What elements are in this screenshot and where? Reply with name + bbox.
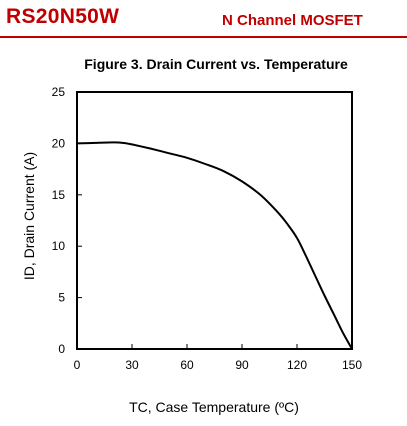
chart-title: Figure 3. Drain Current vs. Temperature (84, 56, 348, 72)
header-divider (0, 36, 407, 38)
drain-current-curve (76, 141, 353, 350)
tick-group (76, 91, 353, 350)
x-axis-title: TC, Case Temperature (ºC) (129, 399, 299, 415)
x-tick-label: 150 (342, 358, 362, 372)
y-axis-title: ID, Drain Current (A) (21, 152, 37, 280)
x-tick-label: 30 (125, 358, 139, 372)
x-tick-label: 60 (180, 358, 194, 372)
y-tick-label: 5 (58, 291, 65, 305)
x-tick-label: 120 (287, 358, 307, 372)
x-tick-label: 0 (74, 358, 81, 372)
y-tick-label: 25 (52, 85, 66, 99)
device-type: N Channel MOSFET (222, 12, 363, 29)
y-tick-label: 10 (52, 239, 66, 253)
y-tick-label: 0 (58, 342, 65, 356)
y-tick-label: 20 (52, 136, 66, 150)
tick-label-group: 0 30 60 90 120 150 0 5 10 15 20 25 (52, 85, 363, 372)
plot-frame (76, 91, 353, 350)
part-number: RS20N50W (6, 5, 120, 28)
x-tick-label: 90 (235, 358, 249, 372)
y-tick-label: 15 (52, 188, 66, 202)
